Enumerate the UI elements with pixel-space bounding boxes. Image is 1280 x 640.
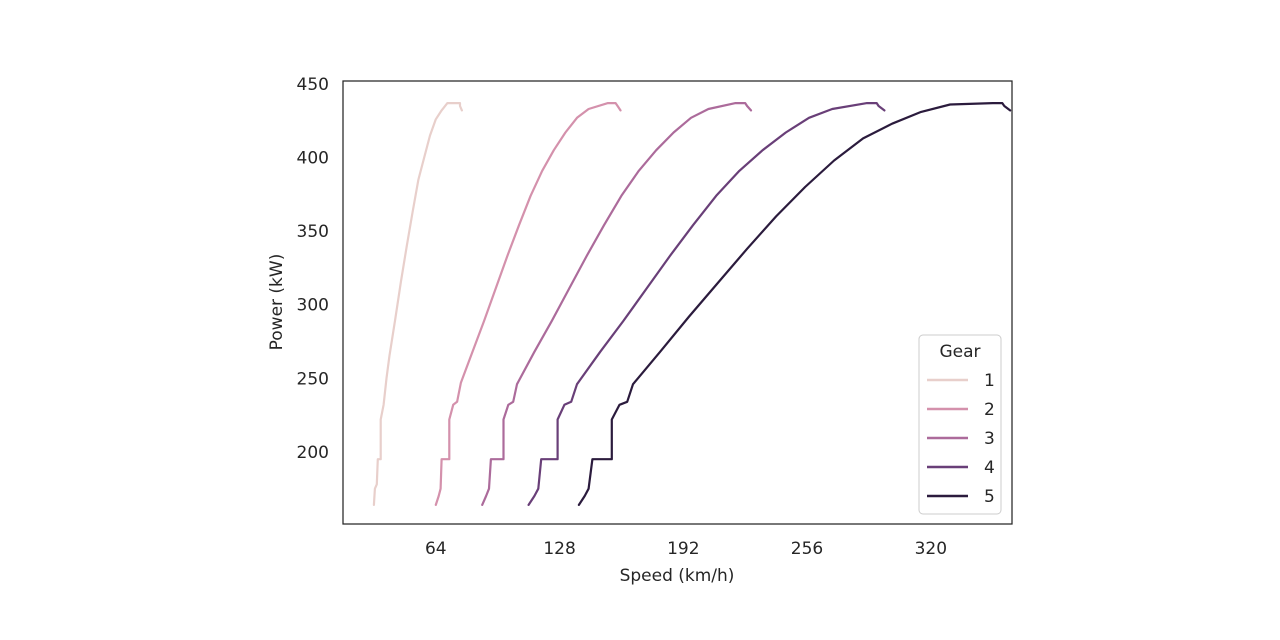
legend-label-gear-1: 1 <box>984 371 995 391</box>
legend-label-gear-3: 3 <box>984 429 995 449</box>
legend-title: Gear <box>939 342 980 362</box>
legend: Gear 1 2 3 4 5 <box>918 334 1002 515</box>
y-tick-label: 300 <box>297 296 329 316</box>
series-line-gear-4 <box>527 102 886 506</box>
legend-label-gear-4: 4 <box>984 458 995 478</box>
plot-frame <box>342 80 1013 525</box>
series-layer <box>372 102 1012 506</box>
y-tick-label: 250 <box>297 369 329 389</box>
x-tick-label: 192 <box>667 539 699 559</box>
x-axis-title: Speed (km/h) <box>620 566 735 586</box>
y-axis-ticks: 200 250 300 350 400 450 <box>297 75 329 463</box>
series-line-gear-3 <box>481 102 753 506</box>
y-tick-label: 200 <box>297 443 329 463</box>
y-axis-title: Power (kW) <box>267 254 287 351</box>
x-tick-label: 128 <box>543 539 575 559</box>
y-tick-label: 400 <box>297 149 329 169</box>
x-tick-label: 320 <box>915 539 947 559</box>
x-axis-ticks: 64 128 192 256 320 <box>425 539 947 559</box>
series-line-gear-2 <box>434 102 622 506</box>
x-tick-label: 64 <box>425 539 447 559</box>
y-tick-label: 450 <box>297 75 329 95</box>
series-line-gear-5 <box>577 102 1012 506</box>
legend-label-gear-2: 2 <box>984 400 995 420</box>
y-tick-label: 350 <box>297 222 329 242</box>
series-line-gear-1 <box>372 102 463 506</box>
legend-entries: 1 2 3 4 5 <box>927 371 995 507</box>
legend-label-gear-5: 5 <box>984 487 995 507</box>
x-tick-label: 256 <box>791 539 823 559</box>
